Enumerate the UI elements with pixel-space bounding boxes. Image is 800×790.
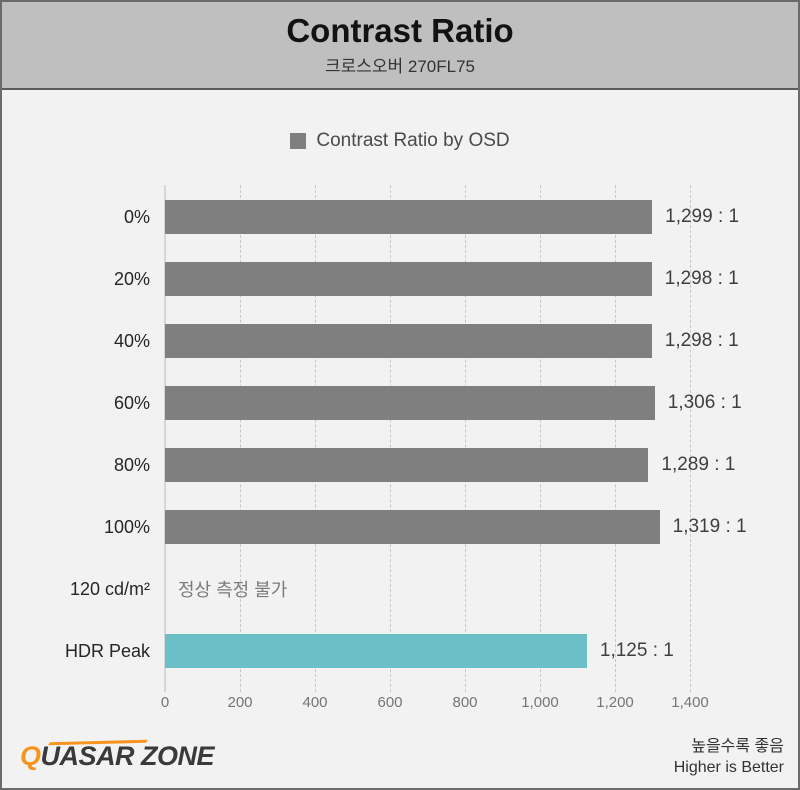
quasarzone-logo: QUASAR ZONE xyxy=(20,739,215,775)
bar-row: HDR Peak 1,125 : 1 xyxy=(2,634,798,668)
bar xyxy=(165,386,655,420)
bar-row: 120 cd/m² 정상 측정 불가 xyxy=(2,572,798,606)
bar-row: 100% 1,319 : 1 xyxy=(2,510,798,544)
bar xyxy=(165,262,652,296)
logo-text: UASAR ZONE xyxy=(40,741,215,771)
gridline xyxy=(390,185,391,692)
x-tick-label: 200 xyxy=(227,694,253,711)
chart-header: Contrast Ratio 크로스오버 270FL75 xyxy=(2,2,798,90)
x-tick-label: 800 xyxy=(452,694,478,711)
gridline xyxy=(615,185,616,692)
higher-is-better-note: 높을수록 좋음 Higher is Better xyxy=(674,736,784,778)
higher-better-en: Higher is Better xyxy=(673,759,784,776)
value-label: 1,299 : 1 xyxy=(665,206,740,227)
value-label: 1,319 : 1 xyxy=(672,516,747,537)
legend-swatch xyxy=(290,133,307,149)
gridline xyxy=(240,185,241,692)
bar-row: 20% 1,298 : 1 xyxy=(2,262,798,296)
bar-row: 40% 1,298 : 1 xyxy=(2,324,798,358)
bar-row: 60% 1,306 : 1 xyxy=(2,386,798,420)
category-label: 120 cd/m² xyxy=(69,578,150,599)
bar xyxy=(165,200,653,234)
x-tick-label: 1,000 xyxy=(521,694,559,711)
legend-label: Contrast Ratio by OSD xyxy=(316,130,510,151)
not-measurable-label: 정상 측정 불가 xyxy=(178,580,288,600)
x-tick-label: 400 xyxy=(302,694,328,711)
category-label: 40% xyxy=(113,330,150,351)
value-label: 1,298 : 1 xyxy=(664,330,739,351)
category-label: HDR Peak xyxy=(64,640,150,661)
bar xyxy=(165,510,660,544)
bar-row: 0% 1,299 : 1 xyxy=(2,200,798,234)
bar-row: 80% 1,289 : 1 xyxy=(2,448,798,482)
chart-subtitle: 크로스오버 270FL75 xyxy=(324,57,476,76)
category-label: 20% xyxy=(113,268,150,289)
value-label: 1,298 : 1 xyxy=(664,268,739,289)
category-label: 0% xyxy=(123,206,150,227)
bar xyxy=(165,634,587,668)
bar xyxy=(165,448,649,482)
bar xyxy=(165,324,652,358)
gridline xyxy=(465,185,466,692)
logo-q: Q xyxy=(20,741,41,771)
x-tick-label: 1,400 xyxy=(671,694,709,711)
gridline xyxy=(315,185,316,692)
category-label: 100% xyxy=(103,516,150,537)
higher-better-ko: 높을수록 좋음 xyxy=(691,738,784,755)
value-label: 1,125 : 1 xyxy=(599,640,674,661)
category-label: 60% xyxy=(113,392,150,413)
legend: Contrast Ratio by OSD xyxy=(2,130,798,151)
x-tick-label: 600 xyxy=(377,694,403,711)
x-tick-label: 0 xyxy=(160,694,170,711)
plot-area xyxy=(164,185,691,692)
gridline xyxy=(690,185,691,692)
y-axis-line xyxy=(164,185,166,692)
category-label: 80% xyxy=(113,454,150,475)
chart-title: Contrast Ratio xyxy=(286,12,514,49)
x-tick-label: 1,200 xyxy=(596,694,634,711)
gridline xyxy=(540,185,541,692)
value-label: 1,289 : 1 xyxy=(661,454,736,475)
value-label: 1,306 : 1 xyxy=(667,392,742,413)
